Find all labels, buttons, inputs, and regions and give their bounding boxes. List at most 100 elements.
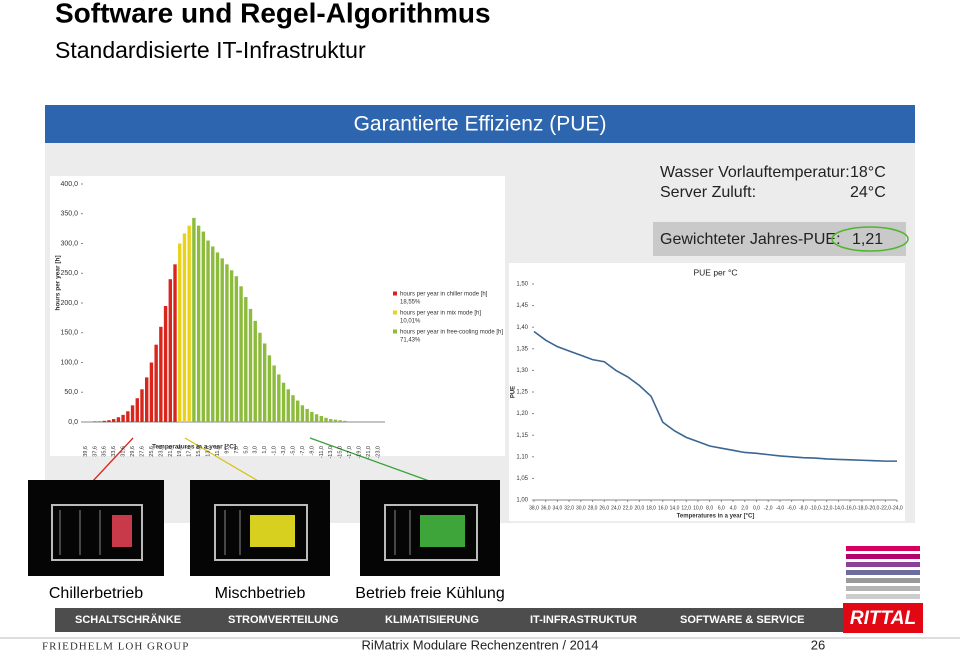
x-tick-label: 8,0 xyxy=(706,505,713,511)
y-tick-label: 1,45 xyxy=(516,303,528,309)
nav-item[interactable]: KLIMATISIERUNG xyxy=(385,614,479,626)
nav-item[interactable]: SOFTWARE & SERVICE xyxy=(680,614,804,626)
x-tick-label: -19,0 xyxy=(357,446,363,459)
bar xyxy=(234,276,239,422)
x-tick-label: 34,0 xyxy=(553,505,563,511)
bar xyxy=(272,365,276,422)
setting-label: Wasser Vorlauftemperatur: xyxy=(660,164,850,181)
setting-value: 18°C xyxy=(850,164,886,181)
x-tick-label: 33,6 xyxy=(111,446,117,457)
bar xyxy=(324,417,328,422)
bar xyxy=(357,421,361,422)
logo-box xyxy=(843,603,923,633)
slide-title: Software und Regel-Algorithmus xyxy=(55,0,491,28)
photo-caption: Mischbetrieb xyxy=(215,585,306,602)
bar xyxy=(300,405,305,422)
y-tick-label: 250,0 xyxy=(60,270,78,277)
x-tick-label: 3,0 xyxy=(253,446,259,454)
y-axis-label: hours per year [h] xyxy=(55,255,62,310)
bar xyxy=(239,286,243,422)
x-tick-label: 9,0 xyxy=(224,446,230,454)
y-tick-label: 1,30 xyxy=(516,368,528,374)
bar xyxy=(145,377,149,422)
x-tick-label: 4,0 xyxy=(730,505,737,511)
nav-item[interactable]: STROMVERTEILUNG xyxy=(228,614,339,626)
y-tick-label: 200,0 xyxy=(60,300,78,307)
x-tick-label: -21,0 xyxy=(366,446,372,459)
nav-item[interactable]: IT-INFRASTRUKTUR xyxy=(530,614,637,626)
x-tick-label: 19,6 xyxy=(177,446,183,457)
bar xyxy=(163,305,168,422)
bar xyxy=(116,417,121,422)
bar xyxy=(258,332,262,422)
y-tick-label: 1,00 xyxy=(516,498,528,504)
x-tick-label: -5,0 xyxy=(290,446,296,455)
x-tick-label: -6,0 xyxy=(787,505,796,511)
bar xyxy=(192,217,196,422)
photo-caption: Betrieb freie Kühlung xyxy=(355,585,504,602)
y-axis-label: PUE xyxy=(511,386,517,398)
highlight xyxy=(831,226,909,252)
y-tick-label: 1,15 xyxy=(516,433,528,439)
bar xyxy=(97,421,102,422)
x-tick-label: 20,0 xyxy=(635,505,645,511)
x-tick-label: 35,6 xyxy=(102,446,108,457)
y-tick-label: 1,10 xyxy=(516,454,528,460)
x-tick-label: -24,0 xyxy=(891,505,903,511)
bar xyxy=(102,420,106,422)
bar xyxy=(225,264,229,422)
bar xyxy=(281,382,286,422)
nav-item[interactable]: SCHALTSCHRÄNKE xyxy=(75,613,181,626)
footer-text: RiMatrix Modulare Rechenzentren / 2014 xyxy=(361,637,598,652)
x-tick-label: 1,0 xyxy=(262,446,268,454)
x-tick-label: -15,0 xyxy=(338,446,344,459)
setting-value: 24°C xyxy=(850,184,886,201)
x-tick-label: -17,0 xyxy=(347,446,353,459)
page-number: 26 xyxy=(811,637,825,652)
x-tick-label: 5,0 xyxy=(243,446,249,454)
bar xyxy=(305,408,309,422)
x-tick-label: 30,0 xyxy=(576,505,586,511)
x-tick-label: 6,0 xyxy=(718,505,725,511)
bar xyxy=(244,297,248,422)
bar xyxy=(107,420,111,422)
bar xyxy=(347,421,352,422)
bar xyxy=(206,240,210,422)
y-tick-label: 1,40 xyxy=(516,325,528,331)
panel-header xyxy=(45,105,915,143)
pue-label: Gewichteter Jahres-PUE: xyxy=(660,231,841,248)
bar xyxy=(310,411,314,422)
bar xyxy=(168,279,172,422)
x-tick-label: 24,0 xyxy=(611,505,621,511)
bar xyxy=(211,246,215,422)
bar xyxy=(182,233,187,422)
bar xyxy=(314,414,319,422)
x-tick-label: -23,0 xyxy=(375,446,381,459)
x-tick-label: 27,6 xyxy=(139,446,145,457)
x-tick-label: 18,0 xyxy=(646,505,656,511)
legend-share: 71,43% xyxy=(400,338,421,344)
arrow xyxy=(184,437,261,483)
bar xyxy=(173,264,177,422)
legend-swatch xyxy=(393,329,397,334)
x-tick-label: -11,0 xyxy=(319,446,325,458)
x-tick-label: -13,0 xyxy=(328,446,334,459)
bar xyxy=(111,419,116,422)
pue-value: 1,21 xyxy=(852,231,883,248)
bar xyxy=(291,395,295,422)
x-axis-label: Temperatures in a year [°C] xyxy=(152,443,236,451)
x-tick-label: -1,0 xyxy=(272,446,278,455)
legend-swatch xyxy=(393,310,397,315)
x-tick-label: 37,6 xyxy=(92,446,98,457)
x-tick-label: -12,0 xyxy=(821,505,833,511)
bar xyxy=(187,225,191,422)
x-tick-label: 28,0 xyxy=(588,505,598,511)
photo xyxy=(28,480,164,576)
line-chart-area xyxy=(509,263,905,521)
line-series xyxy=(533,330,897,462)
x-tick-label: 31,6 xyxy=(121,446,127,457)
bar xyxy=(149,362,154,422)
x-tick-label: -10,0 xyxy=(809,505,821,511)
legend-swatch xyxy=(393,291,397,296)
